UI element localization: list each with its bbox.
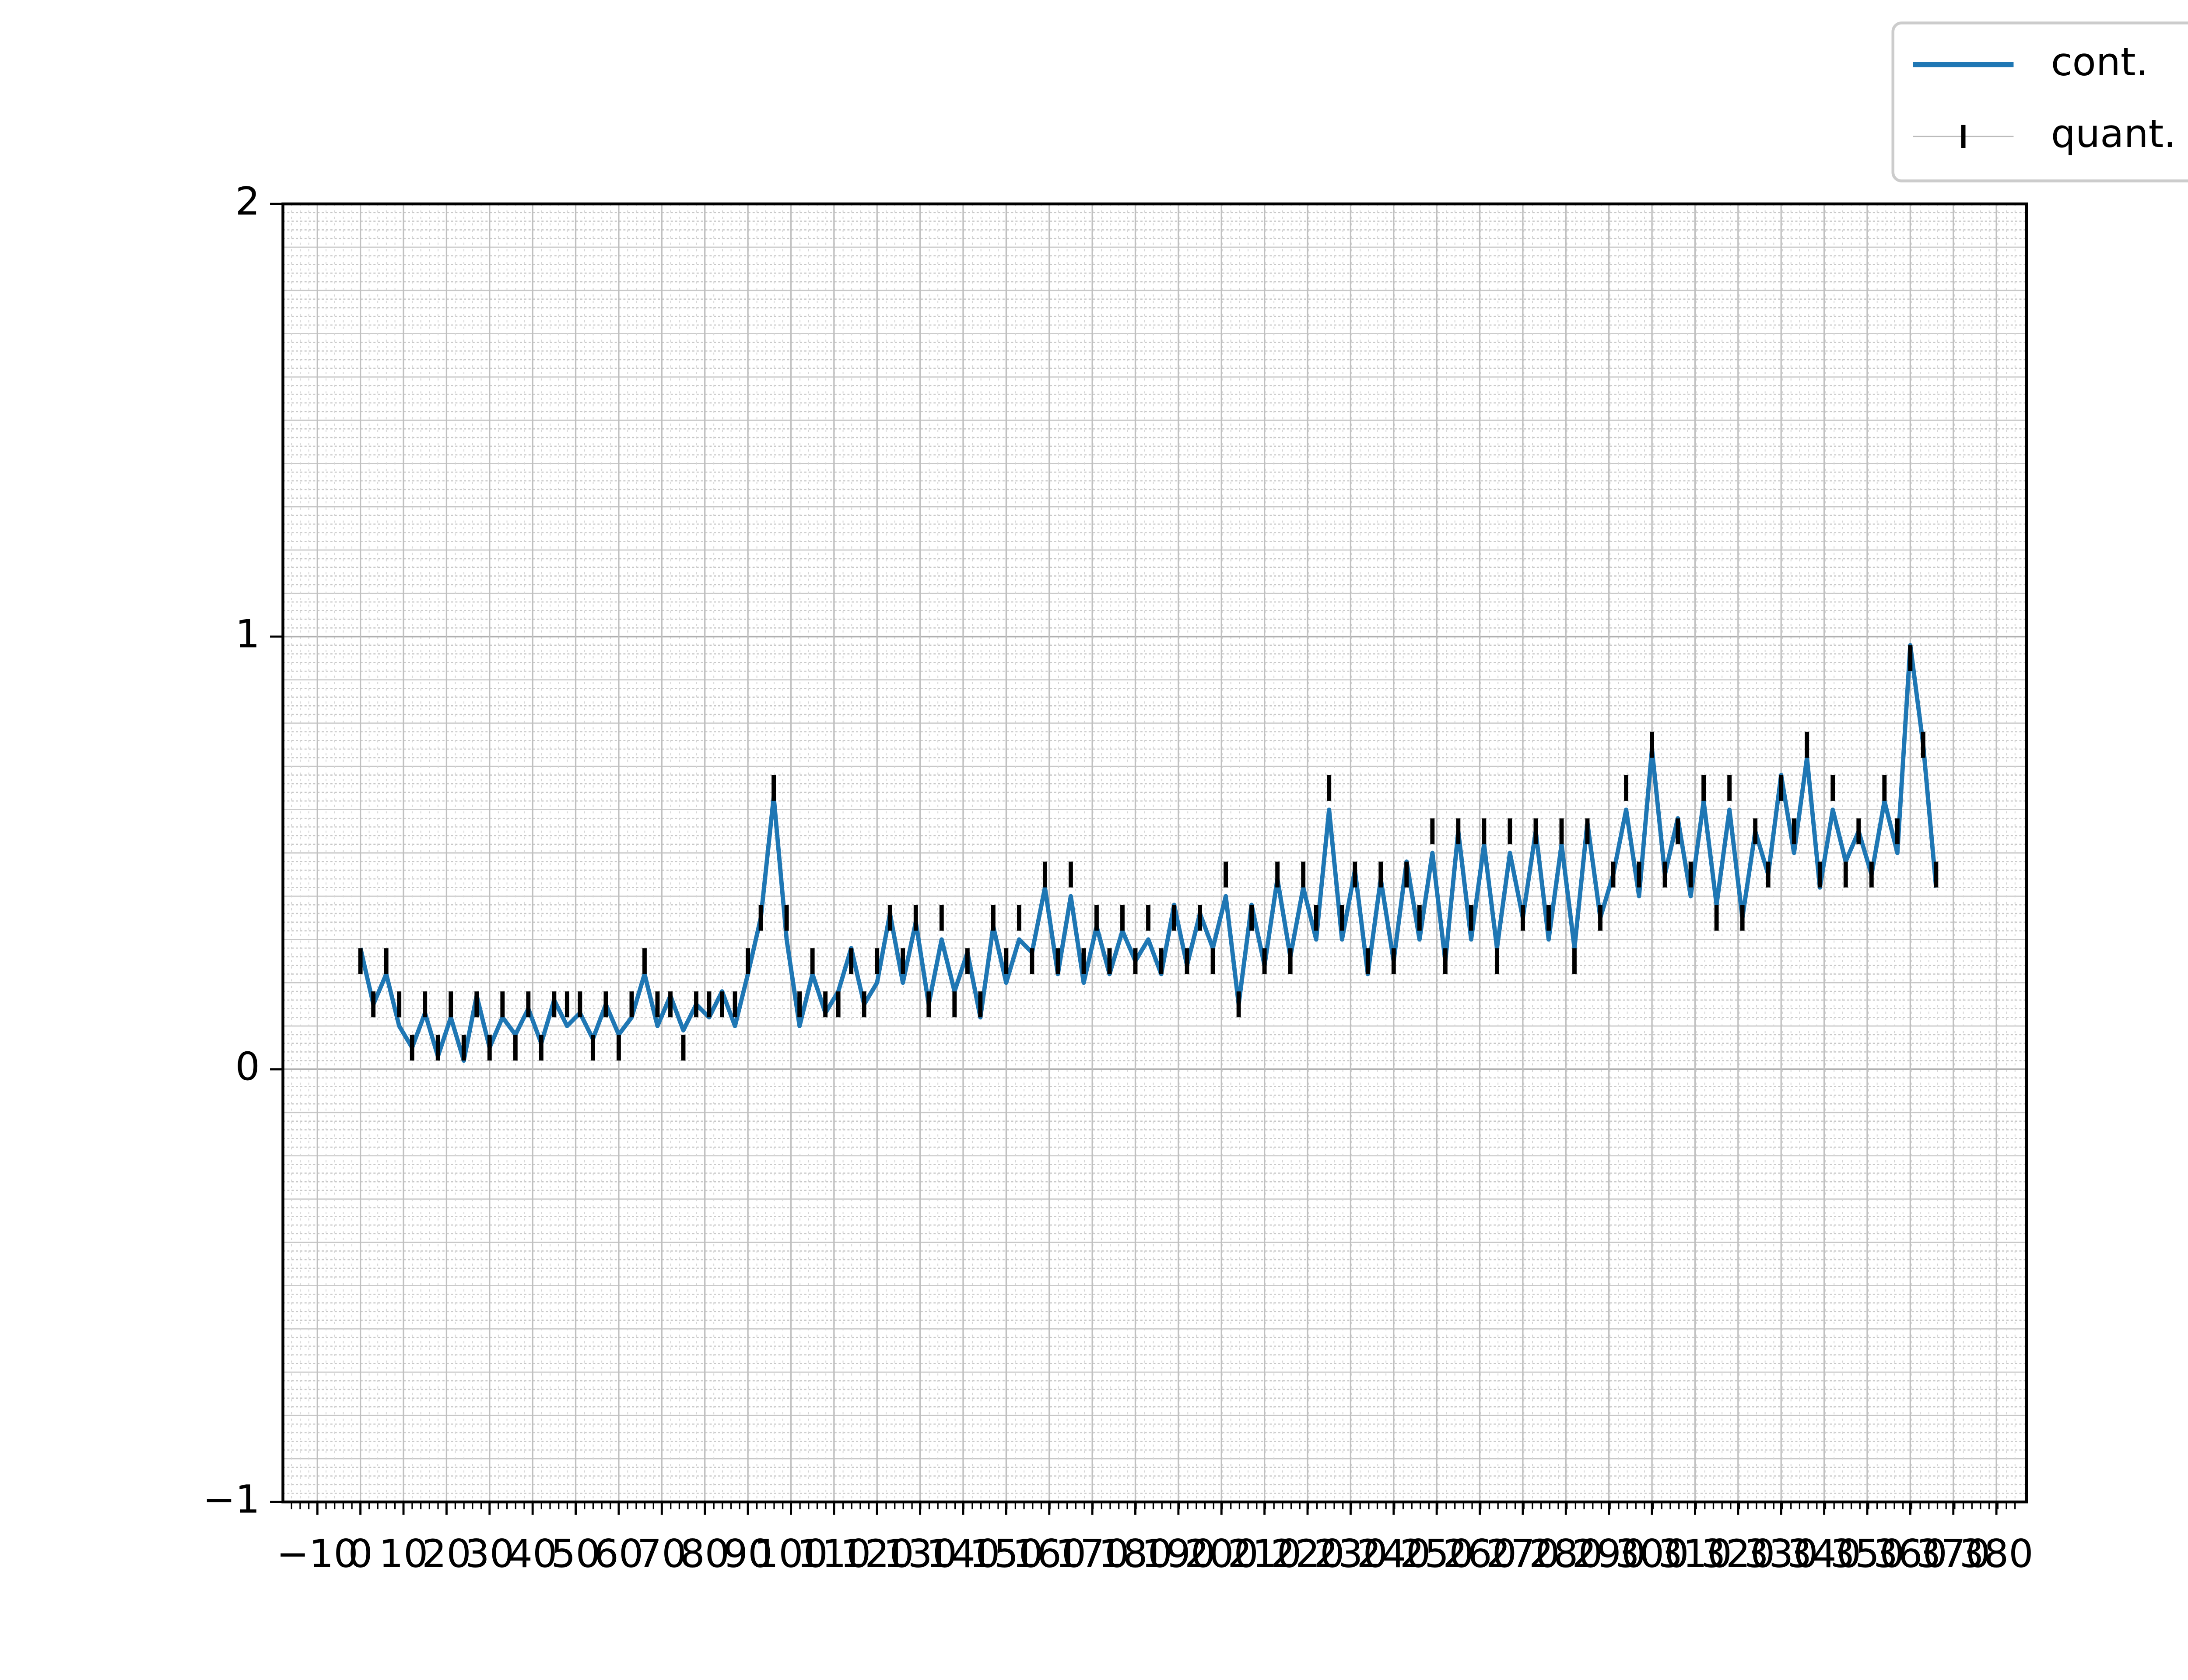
x-tick-label: 130 (883, 1531, 957, 1576)
x-tick-label: 50 (551, 1531, 600, 1576)
x-tick-label: 280 (1529, 1531, 1603, 1576)
x-tick-label: 350 (1830, 1531, 1904, 1576)
x-tick-label: 250 (1400, 1531, 1474, 1576)
y-tick-label: −1 (203, 1477, 260, 1522)
x-tick-label: 300 (1615, 1531, 1689, 1576)
x-tick-label: 200 (1185, 1531, 1259, 1576)
legend-label: quant. (2051, 111, 2176, 156)
x-tick-label: 0 (348, 1531, 372, 1576)
x-tick-label: 380 (1960, 1531, 2034, 1576)
x-tick-label: 230 (1314, 1531, 1388, 1576)
x-tick-label: −10 (277, 1531, 358, 1576)
x-tick-label: 40 (508, 1531, 558, 1576)
x-tick-label: 340 (1787, 1531, 1861, 1576)
x-tick-label: 170 (1055, 1531, 1129, 1576)
x-tick-label: 60 (594, 1531, 644, 1576)
x-tick-label: 100 (754, 1531, 828, 1576)
x-tick-label: 210 (1227, 1531, 1301, 1576)
x-tick-label: 190 (1141, 1531, 1215, 1576)
x-tick-label: 80 (680, 1531, 729, 1576)
x-tick-label: 370 (1916, 1531, 1990, 1576)
x-tick-label: 270 (1486, 1531, 1560, 1576)
x-tick-label: 90 (723, 1531, 773, 1576)
x-tick-label: 70 (637, 1531, 687, 1576)
x-tick-label: 330 (1744, 1531, 1818, 1576)
y-tick-label: 1 (235, 611, 260, 656)
x-tick-label: 20 (422, 1531, 471, 1576)
x-tick-label: 220 (1270, 1531, 1344, 1576)
y-tick-label: 0 (235, 1044, 260, 1089)
x-tick-label: 240 (1357, 1531, 1431, 1576)
legend-label: cont. (2051, 39, 2148, 84)
x-tick-label: 290 (1572, 1531, 1646, 1576)
y-tick-label: 2 (235, 178, 260, 224)
x-tick-label: 360 (1873, 1531, 1947, 1576)
x-tick-label: 120 (840, 1531, 914, 1576)
x-tick-label: 110 (797, 1531, 871, 1576)
x-tick-label: 10 (379, 1531, 428, 1576)
x-tick-label: 30 (465, 1531, 514, 1576)
x-tick-label: 320 (1701, 1531, 1775, 1576)
x-tick-label: 260 (1443, 1531, 1517, 1576)
x-tick-label: 150 (969, 1531, 1043, 1576)
x-tick-label: 160 (1012, 1531, 1086, 1576)
x-tick-label: 140 (926, 1531, 1000, 1576)
series-line (358, 643, 1939, 1063)
x-tick-label: 180 (1098, 1531, 1172, 1576)
axes-frame (281, 202, 2028, 1504)
x-tick-label: 310 (1658, 1531, 1732, 1576)
